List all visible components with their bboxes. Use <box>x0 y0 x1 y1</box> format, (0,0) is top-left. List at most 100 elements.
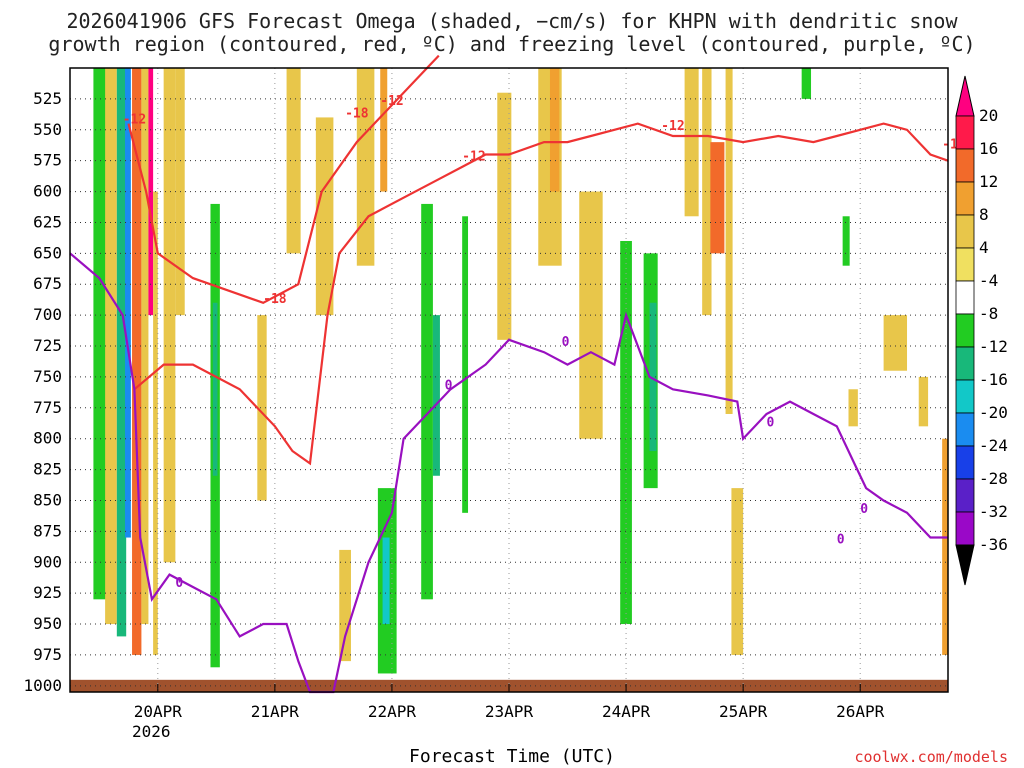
plot-frame <box>69 67 949 693</box>
freezing-contour-label: 0 <box>445 378 453 393</box>
colorbar-bottom-arrow <box>955 544 975 586</box>
omega-region <box>212 302 218 476</box>
dgz-contour-label: -12 <box>661 119 684 134</box>
colorbar-bin <box>955 280 975 315</box>
y-tick-label: 575 <box>33 151 62 170</box>
omega-region <box>462 216 469 513</box>
y-tick-label: 800 <box>33 429 62 448</box>
x-tick-label: 26APR <box>836 702 885 721</box>
y-tick-label: 975 <box>33 645 62 664</box>
omega-region <box>801 68 812 99</box>
colorbar-label: -28 <box>979 469 1008 488</box>
colorbar-label: 20 <box>979 106 998 125</box>
y-tick-label: 950 <box>33 614 62 633</box>
omega-region <box>141 68 149 625</box>
omega-region <box>286 68 301 254</box>
x-tick-label: 23APR <box>485 702 534 721</box>
omega-region <box>382 537 390 625</box>
y-tick-label: 625 <box>33 212 62 231</box>
dgz-contour-label: -12 <box>462 150 485 165</box>
dgz-contour-label: -18 <box>263 292 287 307</box>
omega-region <box>620 240 632 625</box>
colorbar-label: -24 <box>979 436 1008 455</box>
omega-region <box>315 117 334 316</box>
dgz-contour-label: -12 <box>380 94 403 109</box>
colorbar-bin <box>955 247 975 282</box>
dgz-minus12-contour <box>127 54 440 304</box>
colorbar-label: 4 <box>979 238 989 257</box>
colorbar-label: -12 <box>979 337 1008 356</box>
omega-region <box>153 191 158 655</box>
dgz-contour-label: -12 <box>123 113 146 128</box>
colorbar-bin <box>955 511 975 546</box>
omega-region <box>883 315 908 371</box>
colorbar-label: -4 <box>979 271 998 290</box>
y-tick-label: 875 <box>33 521 62 540</box>
colorbar-top-arrow <box>955 75 975 117</box>
omega-colorbar: 20 16 12 8 4 -4 -8 -12 -16 -20 -24 -28 -32 -36 <box>955 75 1008 586</box>
colorbar-bin <box>955 115 975 150</box>
colorbar-bin <box>955 478 975 513</box>
y-tick-label: 725 <box>33 336 62 355</box>
colorbar-label: 16 <box>979 139 998 158</box>
y-tick-label: 775 <box>33 398 62 417</box>
omega-region <box>942 438 948 655</box>
omega-region <box>421 203 433 600</box>
y-tick-label: 650 <box>33 243 62 262</box>
axes: 525 550 575 600 625 650 675 700 725 750 775 800 825 8… <box>23 67 949 721</box>
colorbar-bin <box>955 445 975 480</box>
chart-title-line2: growth region (contoured, red, ºC) and f… <box>48 32 976 56</box>
omega-region <box>163 68 176 563</box>
omega-region <box>497 92 512 340</box>
y-tick-label: 750 <box>33 367 62 386</box>
freezing-contour-label: 0 <box>562 335 570 350</box>
freezing-contour-label: 0 <box>860 502 868 517</box>
omega-region <box>116 68 127 637</box>
colorbar-label: -36 <box>979 535 1008 554</box>
colorbar-label: -16 <box>979 370 1008 389</box>
freezing-contour-label: 0 <box>837 533 845 548</box>
y-tick-label: 1000 <box>23 676 62 695</box>
colorbar-label: 8 <box>979 205 989 224</box>
x-tick-label: 21APR <box>251 702 300 721</box>
omega-region <box>257 315 267 501</box>
omega-region <box>725 68 733 414</box>
omega-region <box>339 549 351 662</box>
colorbar-label: -32 <box>979 502 1008 521</box>
colorbar-label: -8 <box>979 304 998 323</box>
omega-region <box>649 302 657 452</box>
x-tick-label: 20APR <box>134 702 183 721</box>
y-tick-label: 825 <box>33 460 62 479</box>
colorbar-label: -20 <box>979 403 1008 422</box>
credit-link[interactable]: coolwx.com/models <box>854 748 1008 766</box>
colorbar-bin <box>955 412 975 447</box>
colorbar-bin <box>955 313 975 348</box>
omega-region <box>918 376 929 427</box>
x-axis-year-label: 2026 <box>132 722 171 741</box>
omega-region <box>432 315 440 476</box>
x-tick-label: 25APR <box>719 702 768 721</box>
dgz-minus18-contour <box>133 122 949 466</box>
x-axis-title: Forecast Time (UTC) <box>409 746 615 767</box>
dgz-contour-label: -18 <box>345 106 369 121</box>
colorbar-bin <box>955 148 975 183</box>
omega-region <box>710 142 725 254</box>
colorbar-bin <box>955 379 975 414</box>
y-tick-label: 900 <box>33 552 62 571</box>
y-tick-label: 675 <box>33 274 62 293</box>
omega-region <box>684 68 699 217</box>
omega-region <box>380 68 388 192</box>
omega-region <box>356 68 375 266</box>
omega-region <box>125 68 131 538</box>
y-tick-label: 600 <box>33 182 62 201</box>
colorbar-bin <box>955 181 975 216</box>
x-tick-label: 22APR <box>368 702 417 721</box>
colorbar-bin <box>955 346 975 381</box>
y-tick-label: 700 <box>33 305 62 324</box>
x-tick-label: 24APR <box>602 702 651 721</box>
omega-region <box>93 68 108 600</box>
y-tick-label: 525 <box>33 89 62 108</box>
y-tick-label: 850 <box>33 490 62 509</box>
freezing-level-contour <box>69 252 948 694</box>
